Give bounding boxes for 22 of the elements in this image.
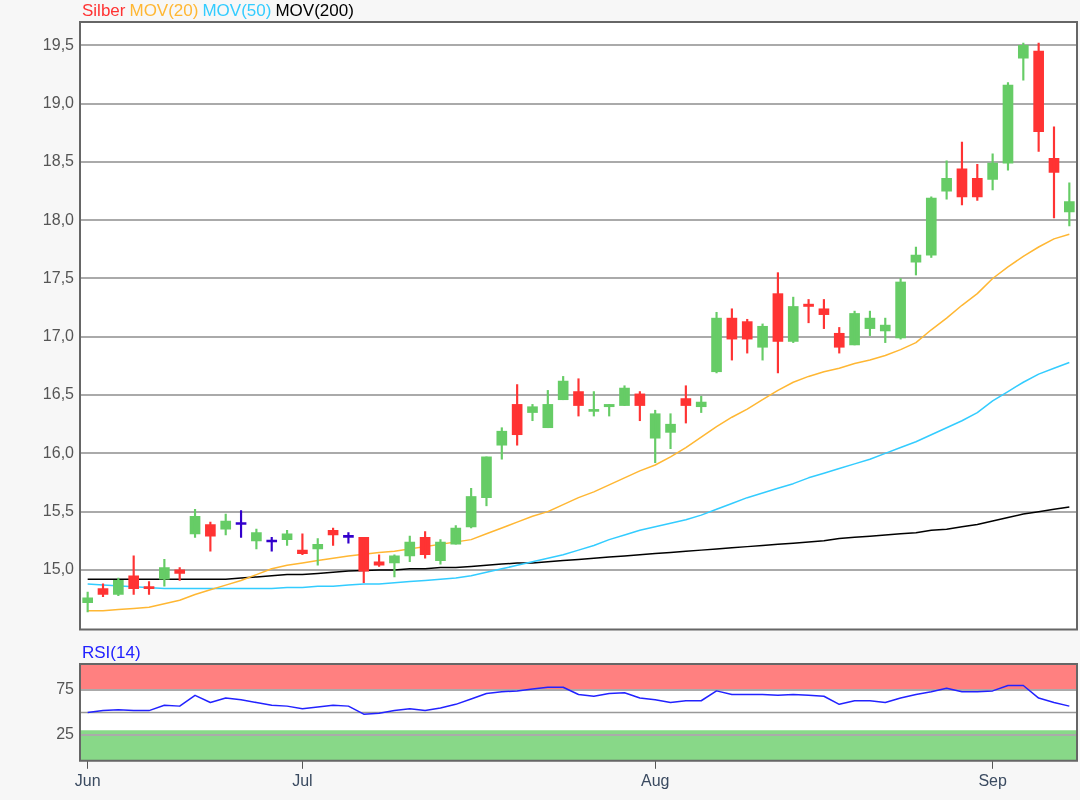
- y-tick-label: 18,0: [42, 210, 75, 228]
- y-tick-label: 18,5: [42, 152, 75, 170]
- y-tick-label: 25: [56, 725, 75, 743]
- text: MOV(50): [202, 1, 272, 20]
- y-tick-label: 16,0: [42, 443, 75, 461]
- text: Silber: [82, 1, 126, 20]
- text: MOV(200): [275, 1, 354, 20]
- text: MOV(20): [129, 1, 199, 20]
- y-tick-label: 19,0: [42, 94, 75, 112]
- candlestick: [373, 554, 385, 567]
- x-tick-label: Aug: [640, 771, 670, 789]
- x-tick-label: Jun: [74, 771, 101, 789]
- y-tick-label: 16,5: [42, 385, 75, 403]
- y-tick-label: 17,0: [42, 327, 75, 345]
- text: RSI(14): [82, 643, 141, 662]
- y-tick-label: 15,5: [42, 502, 75, 520]
- y-tick-label: 15,0: [42, 560, 75, 578]
- y-tick-label: 17,5: [42, 268, 75, 286]
- y-tick-label: 75: [56, 680, 75, 698]
- x-tick-label: Jul: [292, 771, 313, 789]
- y-tick-label: 19,5: [42, 35, 75, 53]
- x-tick-label: Sep: [978, 771, 1007, 789]
